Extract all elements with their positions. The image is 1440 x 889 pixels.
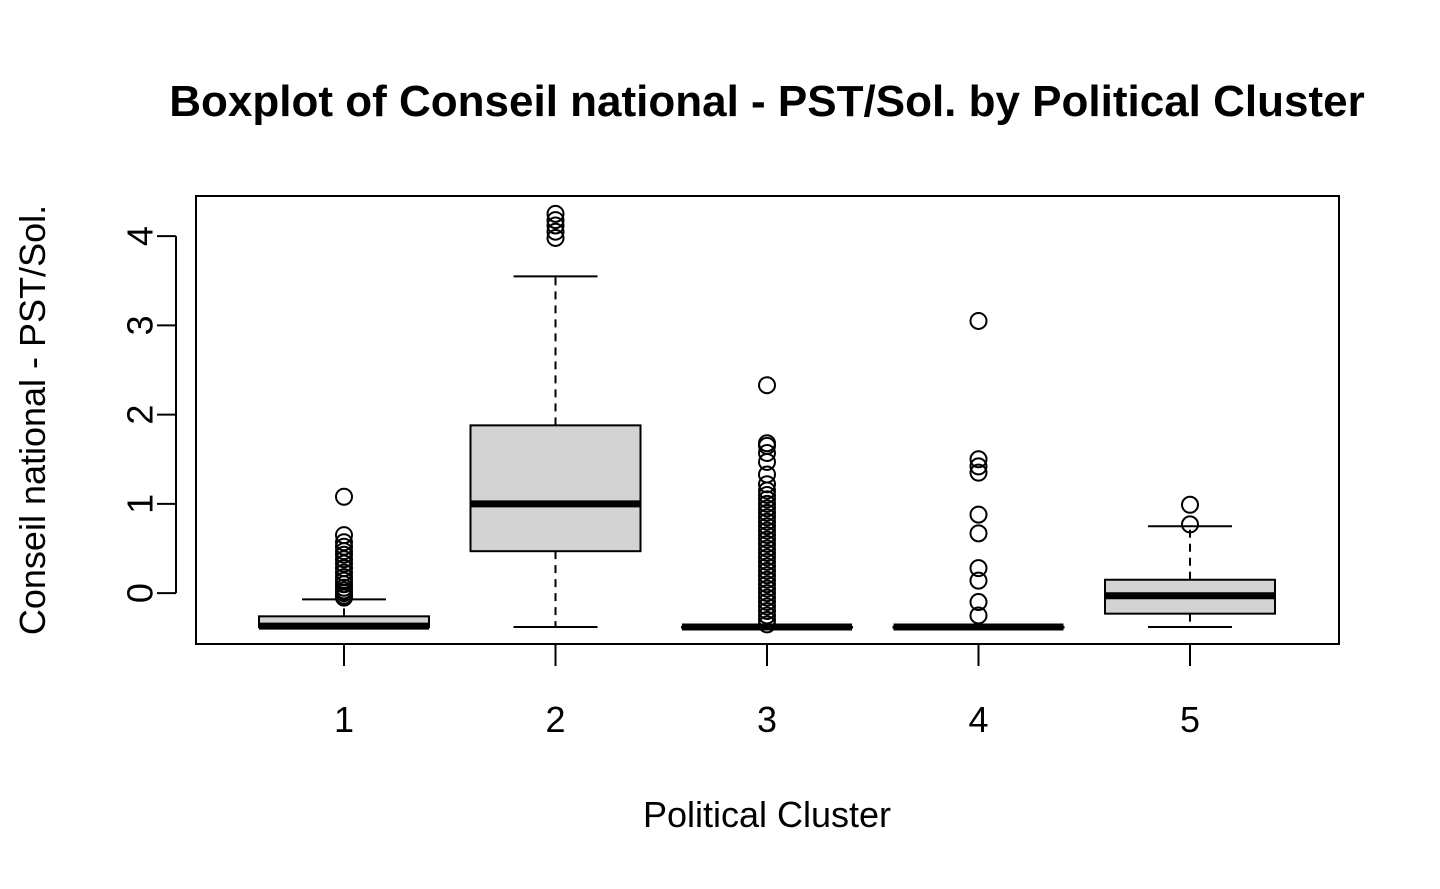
- x-tick-label-3: 3: [757, 699, 777, 740]
- outlier-3-13: [758, 508, 776, 527]
- outlier-4-4: [969, 505, 988, 524]
- outlier-2-3: [546, 222, 565, 241]
- y-tick-label-3: 3: [120, 315, 161, 335]
- outlier-3-34: [758, 601, 776, 620]
- outlier-2-0: [546, 204, 565, 223]
- outlier-3-19: [758, 535, 776, 554]
- outlier-2-2: [546, 216, 565, 235]
- outlier-3-23: [758, 552, 776, 571]
- outlier-3-15: [758, 517, 776, 536]
- outlier-3-20: [758, 539, 776, 558]
- outlier-5-0: [1181, 495, 1199, 514]
- outlier-3-25: [758, 561, 776, 580]
- outlier-2-4: [546, 228, 565, 247]
- outlier-3-14: [758, 512, 776, 531]
- box-2: [469, 424, 642, 553]
- x-tick-label-1: 1: [334, 699, 354, 740]
- y-axis-label: Conseil national - PST/Sol.: [12, 205, 53, 635]
- chart-title: Boxplot of Conseil national - PST/Sol. b…: [169, 77, 1364, 126]
- outlier-3-35: [758, 606, 776, 625]
- outlier-5-1: [1181, 515, 1199, 534]
- outlier-3-31: [758, 588, 776, 607]
- outlier-3-7: [758, 481, 776, 500]
- outlier-4-5: [969, 524, 988, 543]
- outlier-3-8: [758, 485, 776, 504]
- outlier-3-26: [758, 566, 776, 585]
- outlier-3-27: [758, 570, 776, 589]
- outlier-3-3: [758, 444, 776, 463]
- outlier-3-28: [758, 575, 776, 594]
- x-axis-label: Political Cluster: [643, 794, 891, 835]
- outlier-3-18: [758, 530, 776, 549]
- outlier-4-0: [969, 311, 988, 330]
- outlier-1-5: [335, 545, 353, 564]
- y-tick-label-4: 4: [120, 226, 161, 246]
- outlier-3-22: [758, 548, 776, 567]
- outlier-4-6: [969, 559, 988, 578]
- plot-marks: 0 1 2 3 4 1 2 3 4 5: [120, 204, 1276, 740]
- outlier-3-24: [758, 557, 776, 576]
- outlier-3-30: [758, 584, 776, 603]
- outlier-4-8: [969, 593, 988, 612]
- outlier-3-32: [758, 593, 776, 612]
- outlier-4-2: [969, 457, 988, 476]
- x-tick-label-2: 2: [545, 699, 565, 740]
- outlier-4-9: [969, 606, 988, 625]
- plot-frame: [195, 195, 1340, 645]
- y-tick-label-1: 1: [120, 494, 161, 514]
- outlier-3-17: [758, 526, 776, 545]
- outlier-1-17: [335, 588, 353, 607]
- x-tick-label-4: 4: [968, 699, 988, 740]
- outlier-1-0: [335, 487, 353, 506]
- outlier-3-16: [758, 521, 776, 540]
- outlier-3-4: [758, 452, 776, 471]
- y-tick-label-0: 0: [120, 583, 161, 603]
- outlier-3-10: [758, 494, 776, 513]
- outlier-2-1: [546, 211, 565, 230]
- outlier-4-1: [969, 450, 988, 469]
- outlier-4-7: [969, 571, 988, 590]
- outlier-3-11: [758, 499, 776, 518]
- outlier-3-9: [758, 490, 776, 509]
- outlier-3-21: [758, 543, 776, 562]
- x-tick-label-5: 5: [1180, 699, 1200, 740]
- y-tick-label-2: 2: [120, 405, 161, 425]
- outlier-3-12: [758, 503, 776, 522]
- outlier-3-33: [758, 597, 776, 616]
- outlier-3-0: [758, 376, 776, 395]
- outlier-3-36: [758, 610, 776, 629]
- outlier-1-6: [335, 550, 353, 569]
- outlier-3-29: [758, 579, 776, 598]
- outlier-3-37: [758, 615, 776, 634]
- outlier-4-3: [969, 463, 988, 482]
